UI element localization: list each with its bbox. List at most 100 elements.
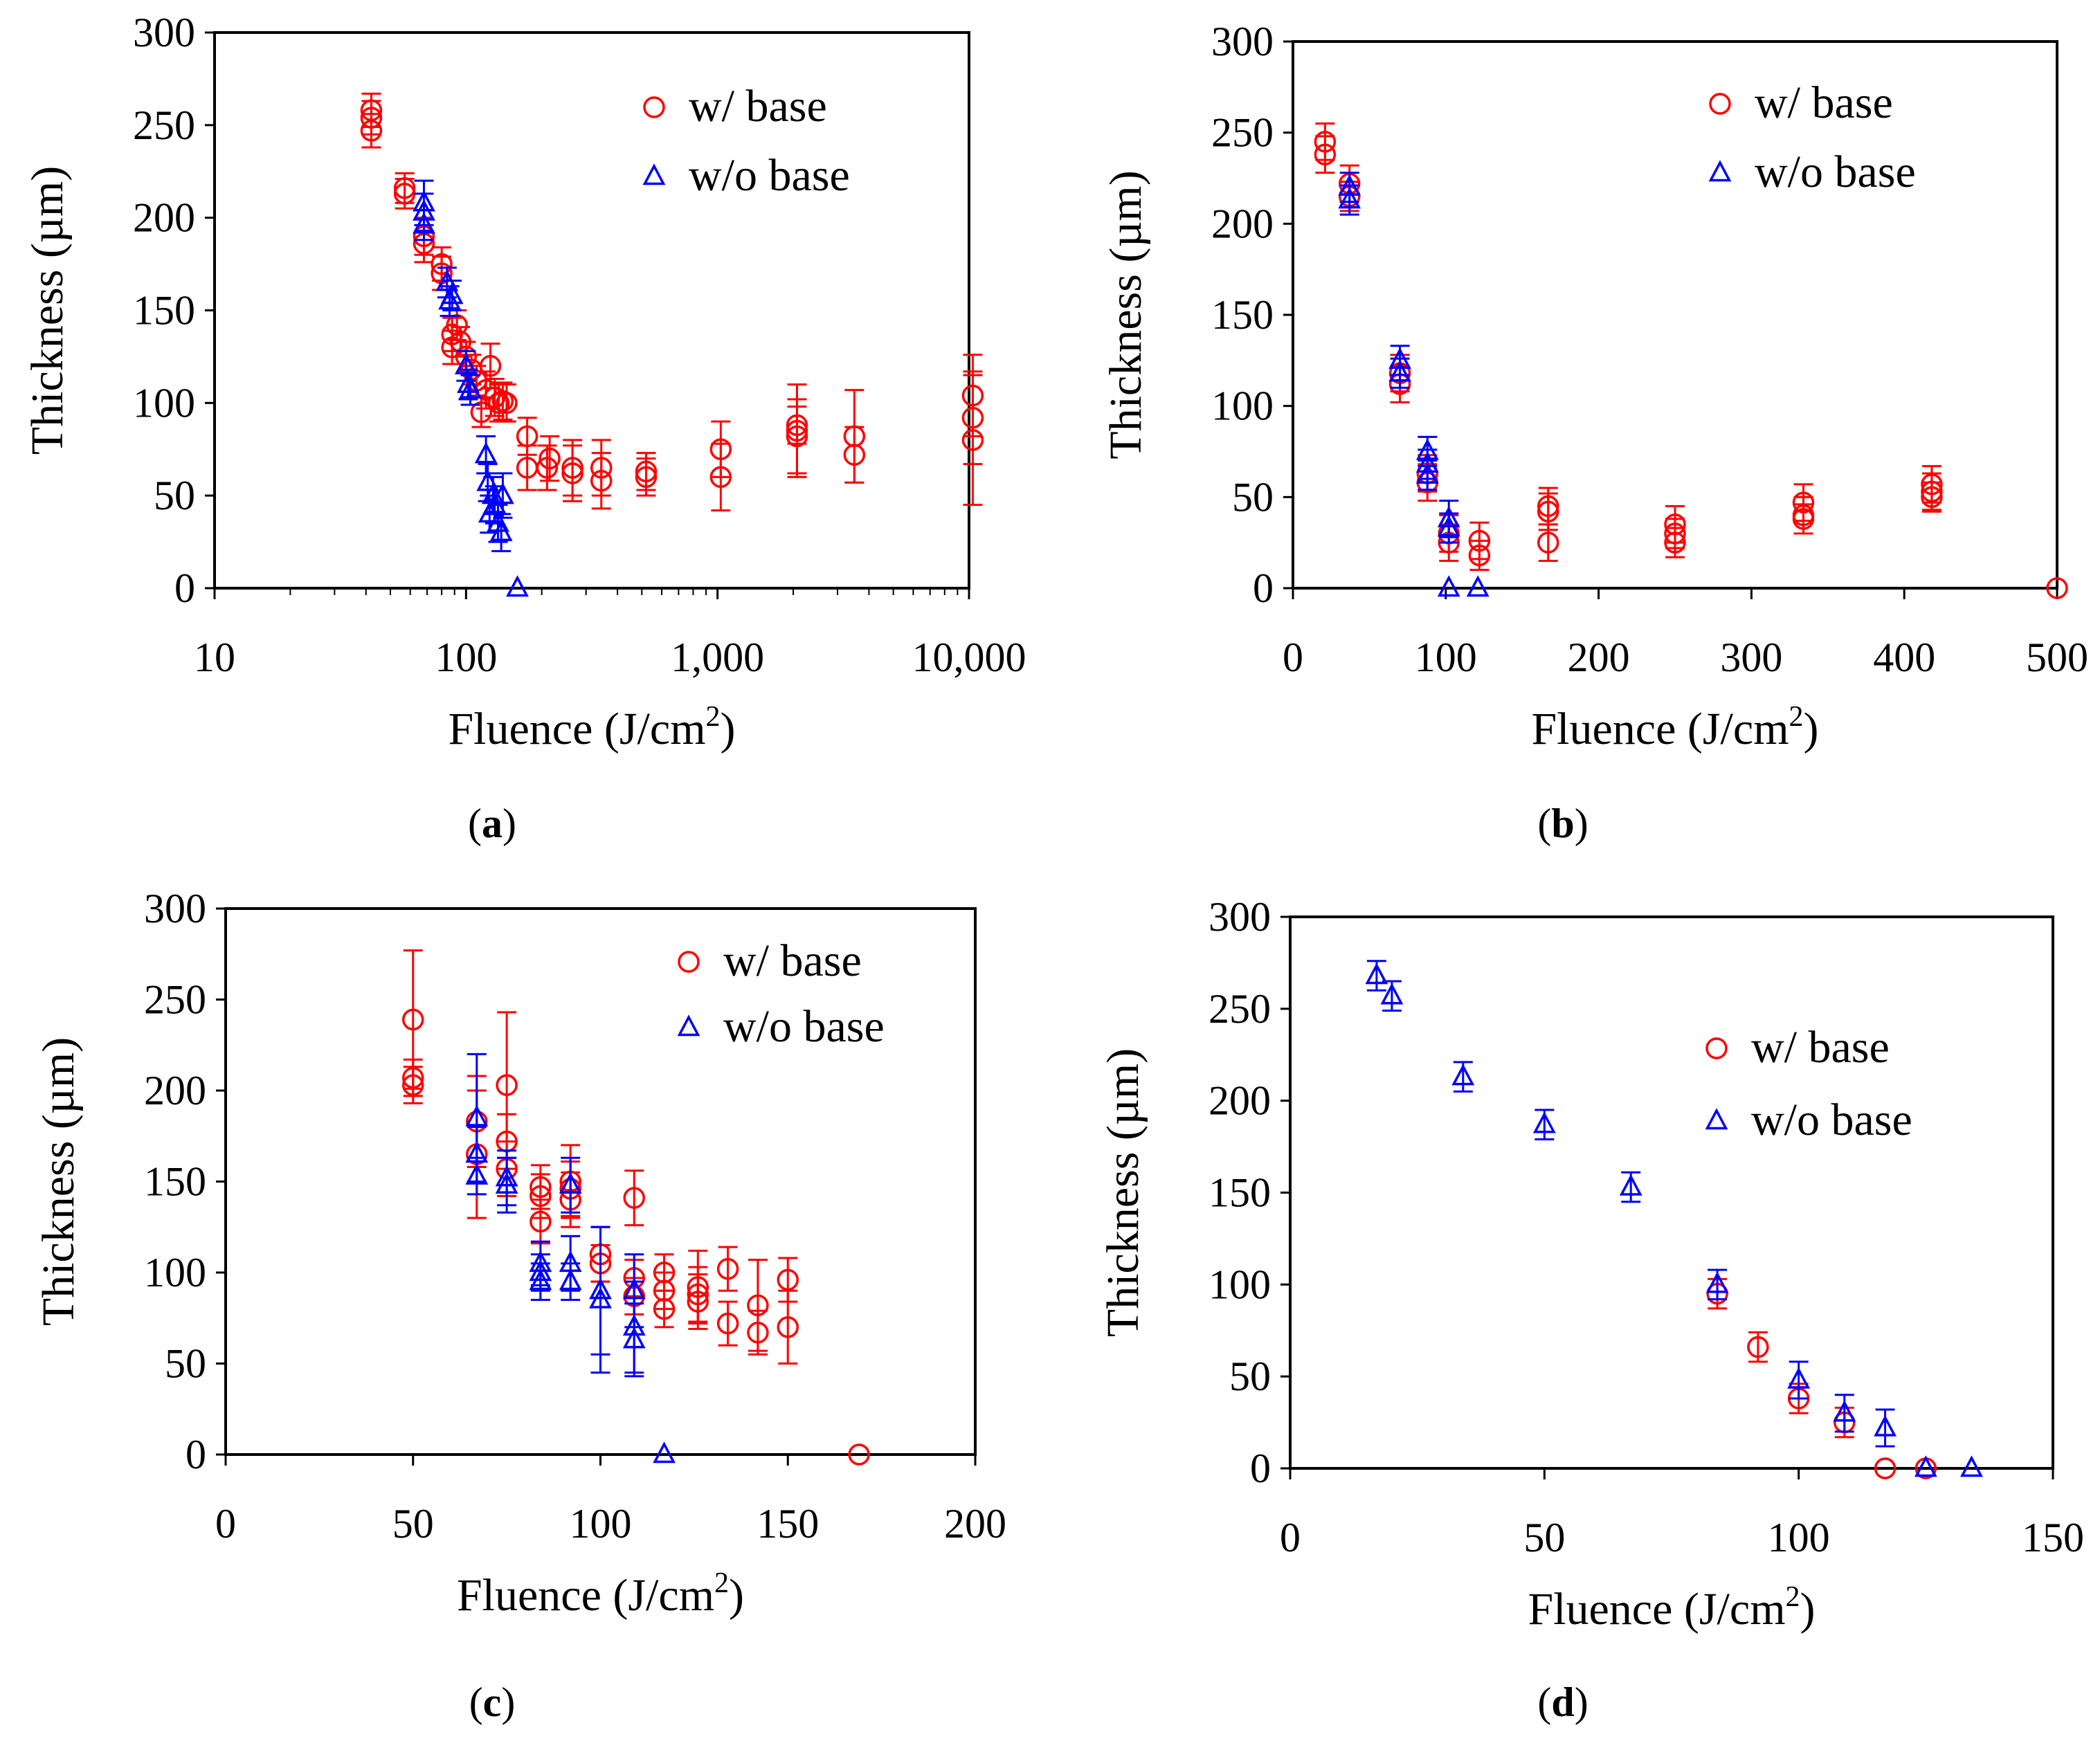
series-wo-base: [1365, 960, 1983, 1477]
y-tick-label: 250: [1211, 110, 1274, 156]
data-point: [777, 1316, 799, 1338]
data-point: [622, 1327, 646, 1349]
legend-marker: [677, 1014, 700, 1037]
chart-b: 0 50 100 150 200 250 300 0 100 200 300 400 500 Fluenc…: [1101, 19, 2088, 846]
series-w-base: [360, 92, 984, 512]
legend-marker: [642, 163, 666, 185]
x-tick-label: 1,000: [671, 635, 764, 680]
data-point: [1338, 187, 1361, 209]
legend: w/ base w/o base: [642, 81, 850, 201]
data-point: [848, 1443, 870, 1466]
plot-frame: [1289, 915, 2054, 1470]
x-tick-label: 10: [194, 635, 235, 680]
data-point: [1874, 1414, 1897, 1437]
caption-paren-open: (: [468, 801, 482, 846]
y-tick-label: 200: [133, 195, 195, 241]
data-point: [687, 1291, 709, 1313]
caption-paren-open: (: [1537, 801, 1551, 846]
y-tick-label: 0: [174, 565, 195, 611]
data-point: [786, 414, 808, 437]
data-point: [1537, 500, 1559, 523]
data-point: [479, 355, 502, 377]
legend-label: w/o base: [1755, 147, 1916, 197]
caption-paren-open: (: [469, 1679, 483, 1725]
y-tick-label: 300: [133, 10, 195, 55]
data-point: [495, 1172, 518, 1194]
legend-marker: [1705, 1037, 1728, 1059]
caption-letter: b: [1551, 801, 1574, 846]
x-axis-label: Fluence (J/cm2): [1528, 1581, 1815, 1634]
data-point: [589, 1286, 612, 1309]
y-tick-label: 200: [1209, 1078, 1271, 1124]
data-point: [716, 1312, 739, 1335]
data-point: [590, 470, 613, 492]
y-tick-label: 250: [133, 102, 195, 148]
data-point: [402, 1074, 424, 1096]
x-axis-label-text: Fluence (J/cm: [1528, 1584, 1785, 1634]
legend: w/ base w/o base: [1708, 78, 1916, 197]
caption-letter: c: [483, 1679, 502, 1725]
x-tick-label: 100: [435, 635, 497, 680]
data-point: [709, 466, 732, 489]
data-point: [716, 1257, 739, 1280]
y-tick-label: 0: [185, 1432, 206, 1477]
legend-marker: [1708, 160, 1732, 182]
x-axis-label-text: Fluence (J/cm: [457, 1570, 714, 1621]
caption-paren-close: ): [501, 1679, 515, 1725]
x-axis-label-end: ): [1800, 1584, 1816, 1634]
data-point: [360, 120, 383, 142]
y-tick-label: 250: [144, 977, 206, 1023]
caption-letter: a: [482, 801, 503, 846]
caption-paren-open: (: [1537, 1679, 1551, 1725]
data-point: [623, 1187, 645, 1209]
x-tick-label: 200: [944, 1501, 1006, 1547]
x-tick-label: 100: [1768, 1515, 1830, 1560]
series-w-base: [1706, 1277, 1937, 1479]
data-point: [1466, 575, 1490, 597]
data-point: [465, 1163, 489, 1185]
data-point: [1787, 1367, 1811, 1389]
x-tick-label: 50: [1523, 1515, 1565, 1560]
data-point: [1705, 1271, 1729, 1293]
data-point: [459, 376, 482, 399]
x-axis-label-sup: 2: [1789, 701, 1804, 733]
y-tick-label: 100: [1209, 1261, 1271, 1307]
x-tick-label: 300: [1720, 635, 1782, 680]
data-point: [843, 444, 866, 466]
data-point: [413, 212, 435, 234]
data-point: [1532, 1111, 1556, 1133]
x-tick-label: 500: [2026, 635, 2088, 680]
legend-marker: [643, 96, 665, 118]
data-point: [538, 447, 561, 470]
y-tick-label: 100: [133, 380, 195, 426]
y-axis-label: Thickness (µm): [1101, 170, 1151, 459]
chart-d: 0 50 100 150 200 250 300 0 50 100 150 Fluence (J/cm…: [1098, 894, 2084, 1725]
y-tick-label: 300: [1209, 894, 1271, 940]
x-axis-label-end: ): [721, 704, 736, 754]
y-tick-label: 100: [1211, 383, 1274, 429]
data-point: [653, 1297, 676, 1320]
data-point: [440, 282, 464, 304]
data-point: [1468, 544, 1491, 567]
data-point: [536, 457, 559, 479]
data-point: [529, 1268, 552, 1291]
y-tick-label: 100: [144, 1250, 206, 1295]
data-point: [559, 1172, 582, 1194]
legend: w/ base w/o base: [1705, 1022, 1912, 1145]
data-point: [489, 519, 513, 541]
data-point: [1314, 143, 1337, 166]
panel-caption: (a): [468, 801, 516, 846]
y-tick-label: 300: [144, 886, 206, 931]
caption-letter: d: [1551, 1679, 1574, 1725]
caption-paren-close: ): [1575, 801, 1588, 846]
data-point: [1664, 531, 1686, 554]
x-axis-label-sup: 2: [714, 1567, 729, 1599]
series-wo-base: [465, 1052, 676, 1464]
y-tick-label: 150: [1209, 1170, 1271, 1216]
chart-c: 0 50 100 150 200 250 300 0 50 100 150 200 Fluence (J…: [33, 886, 1006, 1725]
panel-caption: (b): [1537, 801, 1588, 846]
y-tick-label: 0: [1253, 565, 1274, 611]
legend-label: w/ base: [1755, 78, 1893, 128]
data-point: [496, 392, 518, 414]
data-point: [1388, 360, 1411, 382]
